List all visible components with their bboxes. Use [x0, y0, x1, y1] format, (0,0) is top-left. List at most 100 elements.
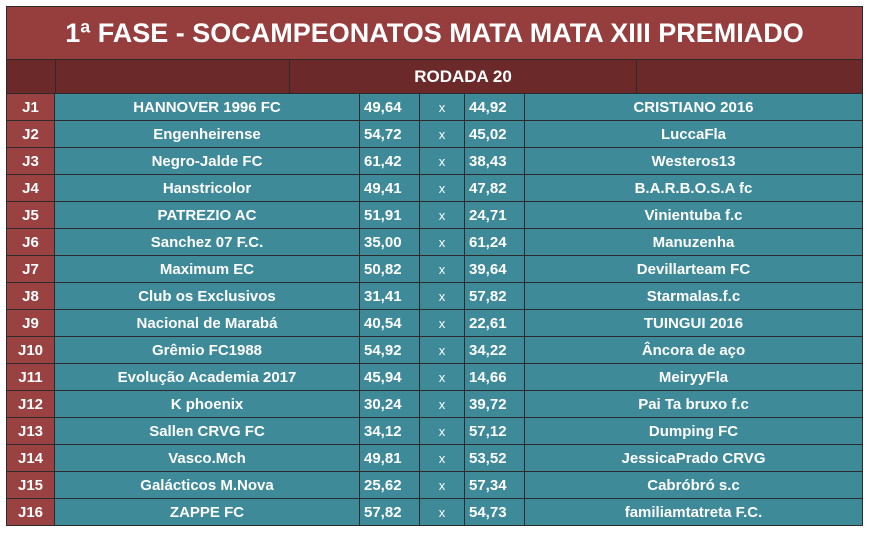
away-team: familiamtatreta F.C.: [525, 499, 862, 525]
home-score: 49,41: [360, 175, 420, 201]
away-score: 39,72: [465, 391, 525, 417]
versus-separator: x: [420, 202, 465, 228]
versus-separator: x: [420, 499, 465, 525]
home-team: HANNOVER 1996 FC: [55, 94, 360, 120]
versus-separator: x: [420, 256, 465, 282]
round-header: RODADA 20: [7, 60, 862, 94]
away-team: Westeros13: [525, 148, 862, 174]
versus-separator: x: [420, 472, 465, 498]
home-score: 54,72: [360, 121, 420, 147]
away-team: MeiryyFla: [525, 364, 862, 390]
match-row: J16 ZAPPE FC 57,82 x 54,73 familiamtatreta F.…: [7, 499, 862, 525]
away-team: CRISTIANO 2016: [525, 94, 862, 120]
home-team: Club os Exclusivos: [55, 283, 360, 309]
away-score: 61,24: [465, 229, 525, 255]
match-row: J2 Engenheirense 54,72 x 45,02 LuccaFla: [7, 121, 862, 148]
versus-separator: x: [420, 445, 465, 471]
versus-separator: x: [420, 148, 465, 174]
home-team: Maximum EC: [55, 256, 360, 282]
away-score: 22,61: [465, 310, 525, 336]
away-team: B.A.R.B.O.S.A fc: [525, 175, 862, 201]
home-team: Vasco.Mch: [55, 445, 360, 471]
versus-separator: x: [420, 364, 465, 390]
home-team: Sanchez 07 F.C.: [55, 229, 360, 255]
home-score: 45,94: [360, 364, 420, 390]
versus-separator: x: [420, 391, 465, 417]
home-score: 40,54: [360, 310, 420, 336]
match-id: J6: [7, 229, 55, 255]
versus-separator: x: [420, 229, 465, 255]
away-score: 57,34: [465, 472, 525, 498]
match-row: J5 PATREZIO AC 51,91 x 24,71 Vinientuba f.c: [7, 202, 862, 229]
round-header-blank-away: [637, 60, 862, 93]
match-id: J11: [7, 364, 55, 390]
home-score: 51,91: [360, 202, 420, 228]
home-score: 34,12: [360, 418, 420, 444]
home-score: 30,24: [360, 391, 420, 417]
versus-separator: x: [420, 94, 465, 120]
versus-separator: x: [420, 337, 465, 363]
match-row: J8 Club os Exclusivos 31,41 x 57,82 Starmalas…: [7, 283, 862, 310]
away-team: Devillarteam FC: [525, 256, 862, 282]
home-score: 57,82: [360, 499, 420, 525]
match-id: J15: [7, 472, 55, 498]
match-id: J4: [7, 175, 55, 201]
away-score: 57,12: [465, 418, 525, 444]
home-score: 61,42: [360, 148, 420, 174]
match-id: J8: [7, 283, 55, 309]
standings-sheet: 1ª FASE - SOCAMPEONATOS MATA MATA XIII P…: [6, 6, 863, 526]
home-team: Hanstricolor: [55, 175, 360, 201]
match-list: J1 HANNOVER 1996 FC 49,64 x 44,92 CRISTIANO 2…: [7, 94, 862, 525]
away-score: 44,92: [465, 94, 525, 120]
home-team: ZAPPE FC: [55, 499, 360, 525]
match-id: J7: [7, 256, 55, 282]
match-row: J12 K phoenix 30,24 x 39,72 Pai Ta bruxo f.c: [7, 391, 862, 418]
home-team: Engenheirense: [55, 121, 360, 147]
home-team: Galácticos M.Nova: [55, 472, 360, 498]
away-team: Cabróbró s.c: [525, 472, 862, 498]
round-header-blank-home: [56, 60, 290, 93]
away-score: 34,22: [465, 337, 525, 363]
home-team: Sallen CRVG FC: [55, 418, 360, 444]
versus-separator: x: [420, 121, 465, 147]
away-score: 45,02: [465, 121, 525, 147]
versus-separator: x: [420, 418, 465, 444]
match-row: J4 Hanstricolor 49,41 x 47,82 B.A.R.B.O.S.A f…: [7, 175, 862, 202]
match-row: J7 Maximum EC 50,82 x 39,64 Devillarteam FC: [7, 256, 862, 283]
match-id: J5: [7, 202, 55, 228]
match-row: J9 Nacional de Marabá 40,54 x 22,61 TUINGUI 2…: [7, 310, 862, 337]
versus-separator: x: [420, 310, 465, 336]
away-team: Starmalas.f.c: [525, 283, 862, 309]
match-id: J16: [7, 499, 55, 525]
home-score: 25,62: [360, 472, 420, 498]
home-team: PATREZIO AC: [55, 202, 360, 228]
away-score: 53,52: [465, 445, 525, 471]
away-team: TUINGUI 2016: [525, 310, 862, 336]
away-team: Vinientuba f.c: [525, 202, 862, 228]
away-score: 47,82: [465, 175, 525, 201]
away-score: 54,73: [465, 499, 525, 525]
away-team: Âncora de aço: [525, 337, 862, 363]
match-row: J10 Grêmio FC1988 54,92 x 34,22 Âncora de aço: [7, 337, 862, 364]
round-label: RODADA 20: [290, 60, 637, 93]
away-score: 24,71: [465, 202, 525, 228]
round-header-blank-id: [7, 60, 56, 93]
home-team: Negro-Jalde FC: [55, 148, 360, 174]
home-team: K phoenix: [55, 391, 360, 417]
match-id: J3: [7, 148, 55, 174]
away-team: Pai Ta bruxo f.c: [525, 391, 862, 417]
home-team: Evolução Academia 2017: [55, 364, 360, 390]
match-id: J2: [7, 121, 55, 147]
versus-separator: x: [420, 283, 465, 309]
away-team: LuccaFla: [525, 121, 862, 147]
match-row: J1 HANNOVER 1996 FC 49,64 x 44,92 CRISTIANO 2…: [7, 94, 862, 121]
away-team: JessicaPrado CRVG: [525, 445, 862, 471]
match-row: J15 Galácticos M.Nova 25,62 x 57,34 Cabróbró …: [7, 472, 862, 499]
match-id: J9: [7, 310, 55, 336]
page-title: 1ª FASE - SOCAMPEONATOS MATA MATA XIII P…: [7, 7, 862, 60]
home-score: 49,64: [360, 94, 420, 120]
home-score: 49,81: [360, 445, 420, 471]
away-team: Manuzenha: [525, 229, 862, 255]
match-id: J13: [7, 418, 55, 444]
match-row: J13 Sallen CRVG FC 34,12 x 57,12 Dumping FC: [7, 418, 862, 445]
